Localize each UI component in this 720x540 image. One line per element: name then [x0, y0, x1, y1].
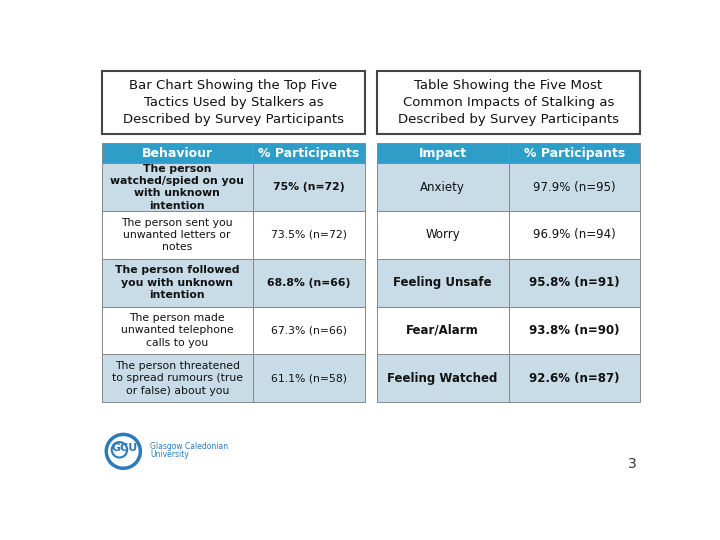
Circle shape — [107, 434, 140, 468]
Bar — [508, 354, 640, 402]
Bar — [508, 143, 640, 164]
Bar — [508, 259, 640, 307]
Text: The person
watched/spied on you
with unknown
intention: The person watched/spied on you with unk… — [110, 164, 244, 211]
Text: 93.8% (n=90): 93.8% (n=90) — [529, 324, 620, 337]
Text: 75% (n=72): 75% (n=72) — [273, 182, 345, 192]
Bar — [377, 307, 508, 354]
Text: 97.9% (n=95): 97.9% (n=95) — [533, 181, 616, 194]
Text: Impact: Impact — [418, 147, 467, 160]
Text: 61.1% (n=58): 61.1% (n=58) — [271, 373, 347, 383]
Text: 96.9% (n=94): 96.9% (n=94) — [533, 228, 616, 241]
Bar — [253, 307, 365, 354]
Bar — [102, 307, 253, 354]
Text: 68.8% (n=66): 68.8% (n=66) — [267, 278, 351, 288]
Bar — [102, 164, 253, 211]
Bar — [377, 143, 508, 164]
Text: Feeling Unsafe: Feeling Unsafe — [393, 276, 492, 289]
Text: The person followed
you with unknown
intention: The person followed you with unknown int… — [115, 265, 240, 300]
Text: Behaviour: Behaviour — [142, 147, 212, 160]
Text: The person threatened
to spread rumours (true
or false) about you: The person threatened to spread rumours … — [112, 361, 243, 396]
Bar — [253, 164, 365, 211]
Text: Fear/Alarm: Fear/Alarm — [406, 324, 479, 337]
Bar — [508, 307, 640, 354]
Text: % Participants: % Participants — [523, 147, 625, 160]
Text: The person made
unwanted telephone
calls to you: The person made unwanted telephone calls… — [121, 313, 233, 348]
Text: University: University — [150, 450, 189, 459]
Bar — [253, 354, 365, 402]
Bar — [102, 259, 253, 307]
Bar — [253, 259, 365, 307]
Bar — [253, 211, 365, 259]
Bar — [102, 211, 253, 259]
Bar — [508, 211, 640, 259]
Text: GCU: GCU — [112, 443, 138, 453]
Bar — [377, 259, 508, 307]
Bar — [508, 164, 640, 211]
Text: % Participants: % Participants — [258, 147, 359, 160]
Bar — [377, 71, 640, 134]
Bar — [253, 143, 365, 164]
Text: 92.6% (n=87): 92.6% (n=87) — [529, 372, 620, 384]
Text: Anxiety: Anxiety — [420, 181, 465, 194]
Circle shape — [112, 442, 127, 457]
Text: Feeling Watched: Feeling Watched — [387, 372, 498, 384]
Bar — [102, 143, 253, 164]
Text: Table Showing the Five Most
Common Impacts of Stalking as
Described by Survey Pa: Table Showing the Five Most Common Impac… — [398, 79, 619, 126]
Text: Glasgow Caledonian: Glasgow Caledonian — [150, 442, 228, 451]
Text: 95.8% (n=91): 95.8% (n=91) — [529, 276, 620, 289]
Text: 73.5% (n=72): 73.5% (n=72) — [271, 230, 347, 240]
Text: 3: 3 — [628, 457, 636, 471]
Text: Worry: Worry — [426, 228, 460, 241]
Bar — [102, 71, 365, 134]
Bar — [377, 211, 508, 259]
Bar — [377, 354, 508, 402]
Bar — [377, 164, 508, 211]
Text: The person sent you
unwanted letters or
notes: The person sent you unwanted letters or … — [122, 218, 233, 252]
Bar — [102, 354, 253, 402]
Text: Bar Chart Showing the Top Five
Tactics Used by Stalkers as
Described by Survey P: Bar Chart Showing the Top Five Tactics U… — [123, 79, 344, 126]
Text: 67.3% (n=66): 67.3% (n=66) — [271, 326, 347, 335]
